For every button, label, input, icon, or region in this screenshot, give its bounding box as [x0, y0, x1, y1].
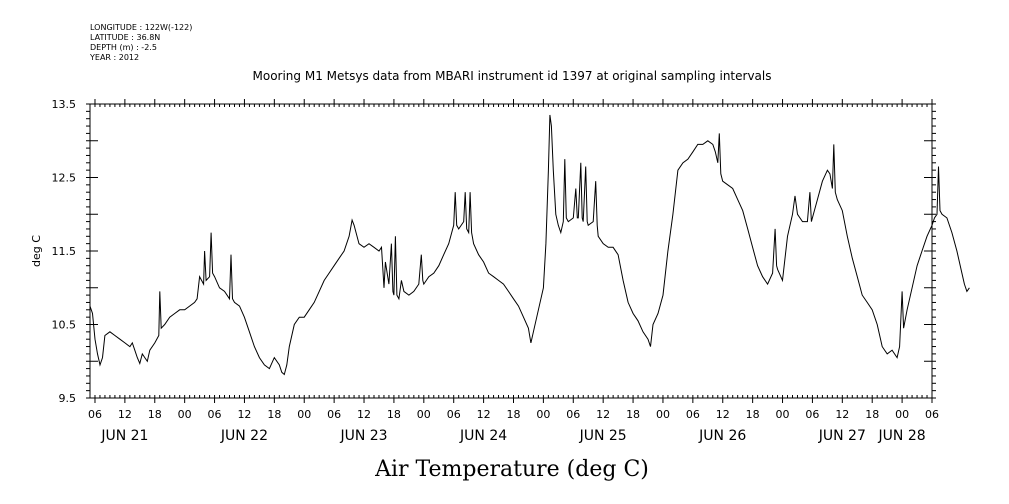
x-tick-label: 12: [477, 408, 491, 421]
x-date-label: JUN 23: [339, 428, 387, 444]
y-tick-label: 10.5: [52, 319, 77, 332]
x-tick-label: 00: [536, 408, 550, 421]
x-date-label: JUN 26: [698, 428, 746, 444]
x-date-label: JUN 21: [100, 428, 148, 444]
x-tick-label: 06: [925, 408, 939, 421]
x-tick-label: 06: [327, 408, 341, 421]
x-tick-label: 18: [506, 408, 520, 421]
x-tick-label: 00: [297, 408, 311, 421]
x-date-label: JUN 27: [818, 428, 866, 444]
meta-year: YEAR : 2012: [89, 53, 139, 62]
y-tick-label: 9.5: [59, 392, 77, 405]
x-date-label: JUN 24: [459, 428, 507, 444]
x-axis: 06 12 18 00 06 12 18 00 06 12 18 00 06 12 18 00 06 12 18 00…: [88, 99, 939, 444]
x-tick-label: 00: [776, 408, 790, 421]
x-date-label: JUN 28: [878, 428, 926, 444]
plot-frame: [89, 103, 933, 399]
x-tick-label: 12: [118, 408, 132, 421]
x-tick-label: 18: [267, 408, 281, 421]
x-tick-label: 18: [387, 408, 401, 421]
x-tick-label: 12: [835, 408, 849, 421]
x-date-label: JUN 25: [579, 428, 627, 444]
y-tick-label: 11.5: [52, 245, 77, 258]
x-tick-label: 06: [208, 408, 222, 421]
x-date-label: JUN 22: [220, 428, 268, 444]
y-tick-label: 12.5: [52, 172, 77, 185]
chart-title: Mooring M1 Metsys data from MBARI instru…: [253, 69, 772, 83]
x-tick-label: 12: [596, 408, 610, 421]
x-tick-label: 18: [746, 408, 760, 421]
x-tick-label: 06: [447, 408, 461, 421]
meta-latitude: LATITUDE : 36.8N: [90, 33, 160, 42]
metadata-block: LONGITUDE : 122W(-122) LATITUDE : 36.8N …: [89, 23, 192, 62]
meta-longitude: LONGITUDE : 122W(-122): [90, 23, 192, 32]
x-tick-label: 00: [417, 408, 431, 421]
x-tick-label: 00: [656, 408, 670, 421]
x-axis-label: Air Temperature (deg C): [374, 457, 649, 482]
x-tick-label: 12: [716, 408, 730, 421]
x-tick-label: 18: [626, 408, 640, 421]
x-tick-label: 06: [566, 408, 580, 421]
x-tick-label: 18: [148, 408, 162, 421]
series-line: [89, 114, 970, 376]
x-tick-label: 06: [88, 408, 102, 421]
x-tick-label: 12: [357, 408, 371, 421]
meta-depth: DEPTH (m) : -2.5: [90, 43, 157, 52]
x-tick-label: 18: [865, 408, 879, 421]
x-tick-label: 12: [237, 408, 251, 421]
y-axis: 9.5 10.5 11.5 12.5 13.5: [52, 98, 936, 405]
y-axis-label: deg C: [30, 235, 43, 267]
x-tick-label: 06: [805, 408, 819, 421]
x-tick-label: 06: [686, 408, 700, 421]
x-tick-label: 00: [895, 408, 909, 421]
series-group: [89, 114, 970, 376]
y-tick-label: 13.5: [52, 98, 77, 111]
x-tick-label: 00: [178, 408, 192, 421]
